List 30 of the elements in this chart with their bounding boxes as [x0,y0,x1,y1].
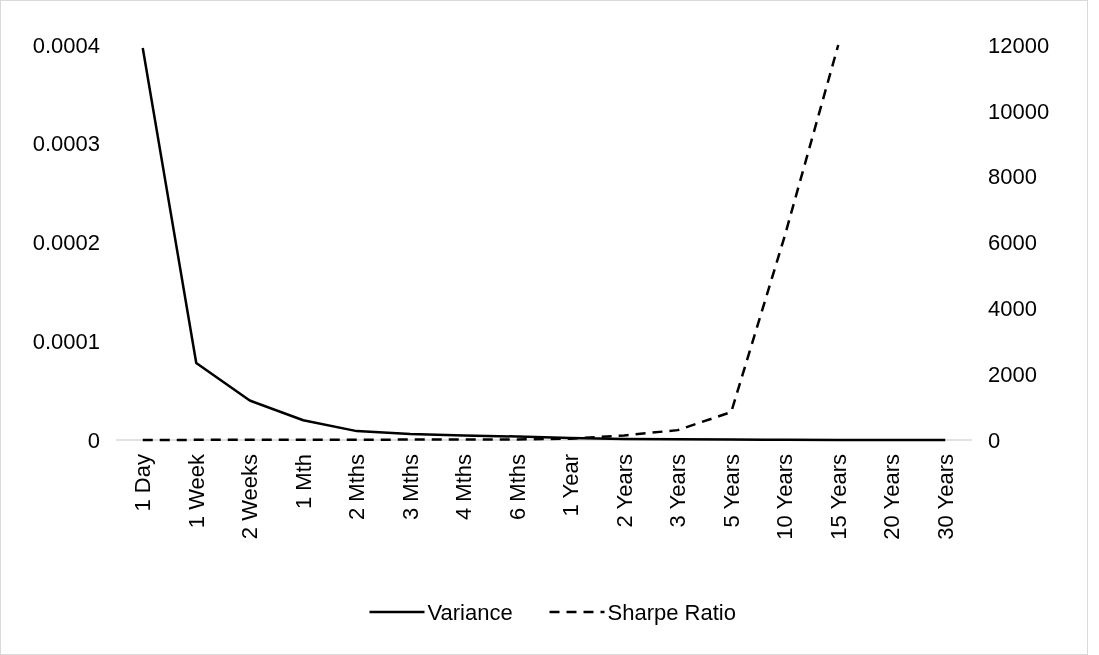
y2-tick-label: 12000 [988,32,1050,58]
x-tick-label: 2 Years [611,454,637,528]
y2-tick-label: 10000 [988,98,1050,124]
y2-tick-label: 4000 [988,296,1037,322]
y-tick-label: 0.0001 [32,328,100,354]
x-tick-label: 6 Mths [504,454,530,521]
y2-tick-label: 2000 [988,361,1037,387]
x-tick-label: 3 Years [665,454,691,528]
x-tick-label: 1 Day [130,454,156,512]
x-tick-label: 15 Years [825,454,851,540]
x-tick-label: 1 Mth [290,454,316,510]
x-tick-label: 2 Weeks [237,454,263,540]
y-tick-label: 0.0003 [32,131,100,157]
x-tick-label: 2 Mths [344,454,370,521]
y-tick-label: 0 [87,427,100,453]
y2-tick-label: 8000 [988,164,1037,190]
x-tick-label: 10 Years [772,454,798,540]
legend-label: Sharpe Ratio [607,599,736,625]
y-tick-label: 0.0002 [32,230,100,256]
y2-tick-label: 0 [988,427,1001,453]
y2-tick-label: 6000 [988,230,1037,256]
x-tick-label: 5 Years [718,454,744,528]
x-tick-label: 30 Years [932,454,958,540]
x-tick-label: 4 Mths [451,454,477,521]
x-tick-label: 20 Years [879,454,905,540]
x-tick-label: 1 Week [183,453,209,529]
y-tick-label: 0.0004 [32,32,100,58]
x-tick-label: 1 Year [558,454,584,517]
legend-label: Variance [427,599,513,625]
x-tick-label: 3 Mths [397,454,423,521]
